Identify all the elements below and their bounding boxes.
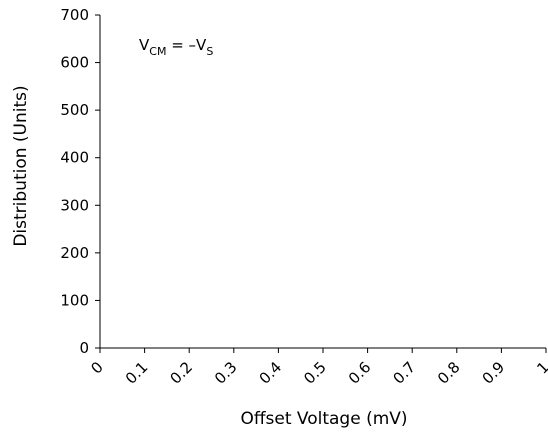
y-tick-label: 0 bbox=[79, 339, 89, 357]
x-tick-label: 1 bbox=[533, 358, 548, 377]
y-tick-label: 400 bbox=[60, 149, 89, 167]
y-axis-title: Distribution (Units) bbox=[11, 85, 31, 246]
x-tick-label: 0.3 bbox=[211, 358, 241, 388]
x-tick-label: 0.4 bbox=[256, 358, 286, 388]
y-tick-label: 300 bbox=[60, 196, 89, 214]
y-tick-label: 500 bbox=[60, 101, 89, 119]
y-tick-label: 600 bbox=[60, 54, 89, 72]
x-tick-label: 0.1 bbox=[122, 358, 152, 388]
chart-annotation: VCM = –VS bbox=[139, 36, 213, 58]
y-tick-label: 700 bbox=[60, 6, 89, 24]
annotation-sub-s: S bbox=[206, 45, 213, 58]
y-tick-label: 200 bbox=[60, 244, 89, 262]
y-tick-label: 100 bbox=[60, 291, 89, 309]
annotation-eq: = –V bbox=[166, 36, 207, 54]
x-axis-title: Offset Voltage (mV) bbox=[240, 409, 407, 429]
x-tick-label: 0.8 bbox=[434, 358, 464, 388]
x-axis-ticks: 0 0.1 0.2 0.3 0.4 0.5 0.6 0.7 0.8 0.9 1 bbox=[87, 348, 548, 388]
annotation-sub-cm: CM bbox=[149, 45, 166, 58]
x-tick-label: 0.6 bbox=[345, 358, 375, 388]
annotation-main: V bbox=[139, 36, 150, 54]
x-tick-label: 0.9 bbox=[479, 358, 509, 388]
y-axis-ticks: 0 100 200 300 400 500 600 700 bbox=[60, 6, 100, 357]
x-tick-label: 0 bbox=[87, 358, 106, 377]
x-tick-label: 0.7 bbox=[389, 358, 419, 388]
x-tick-label: 0.5 bbox=[300, 358, 330, 388]
x-tick-label: 0.2 bbox=[166, 358, 196, 388]
